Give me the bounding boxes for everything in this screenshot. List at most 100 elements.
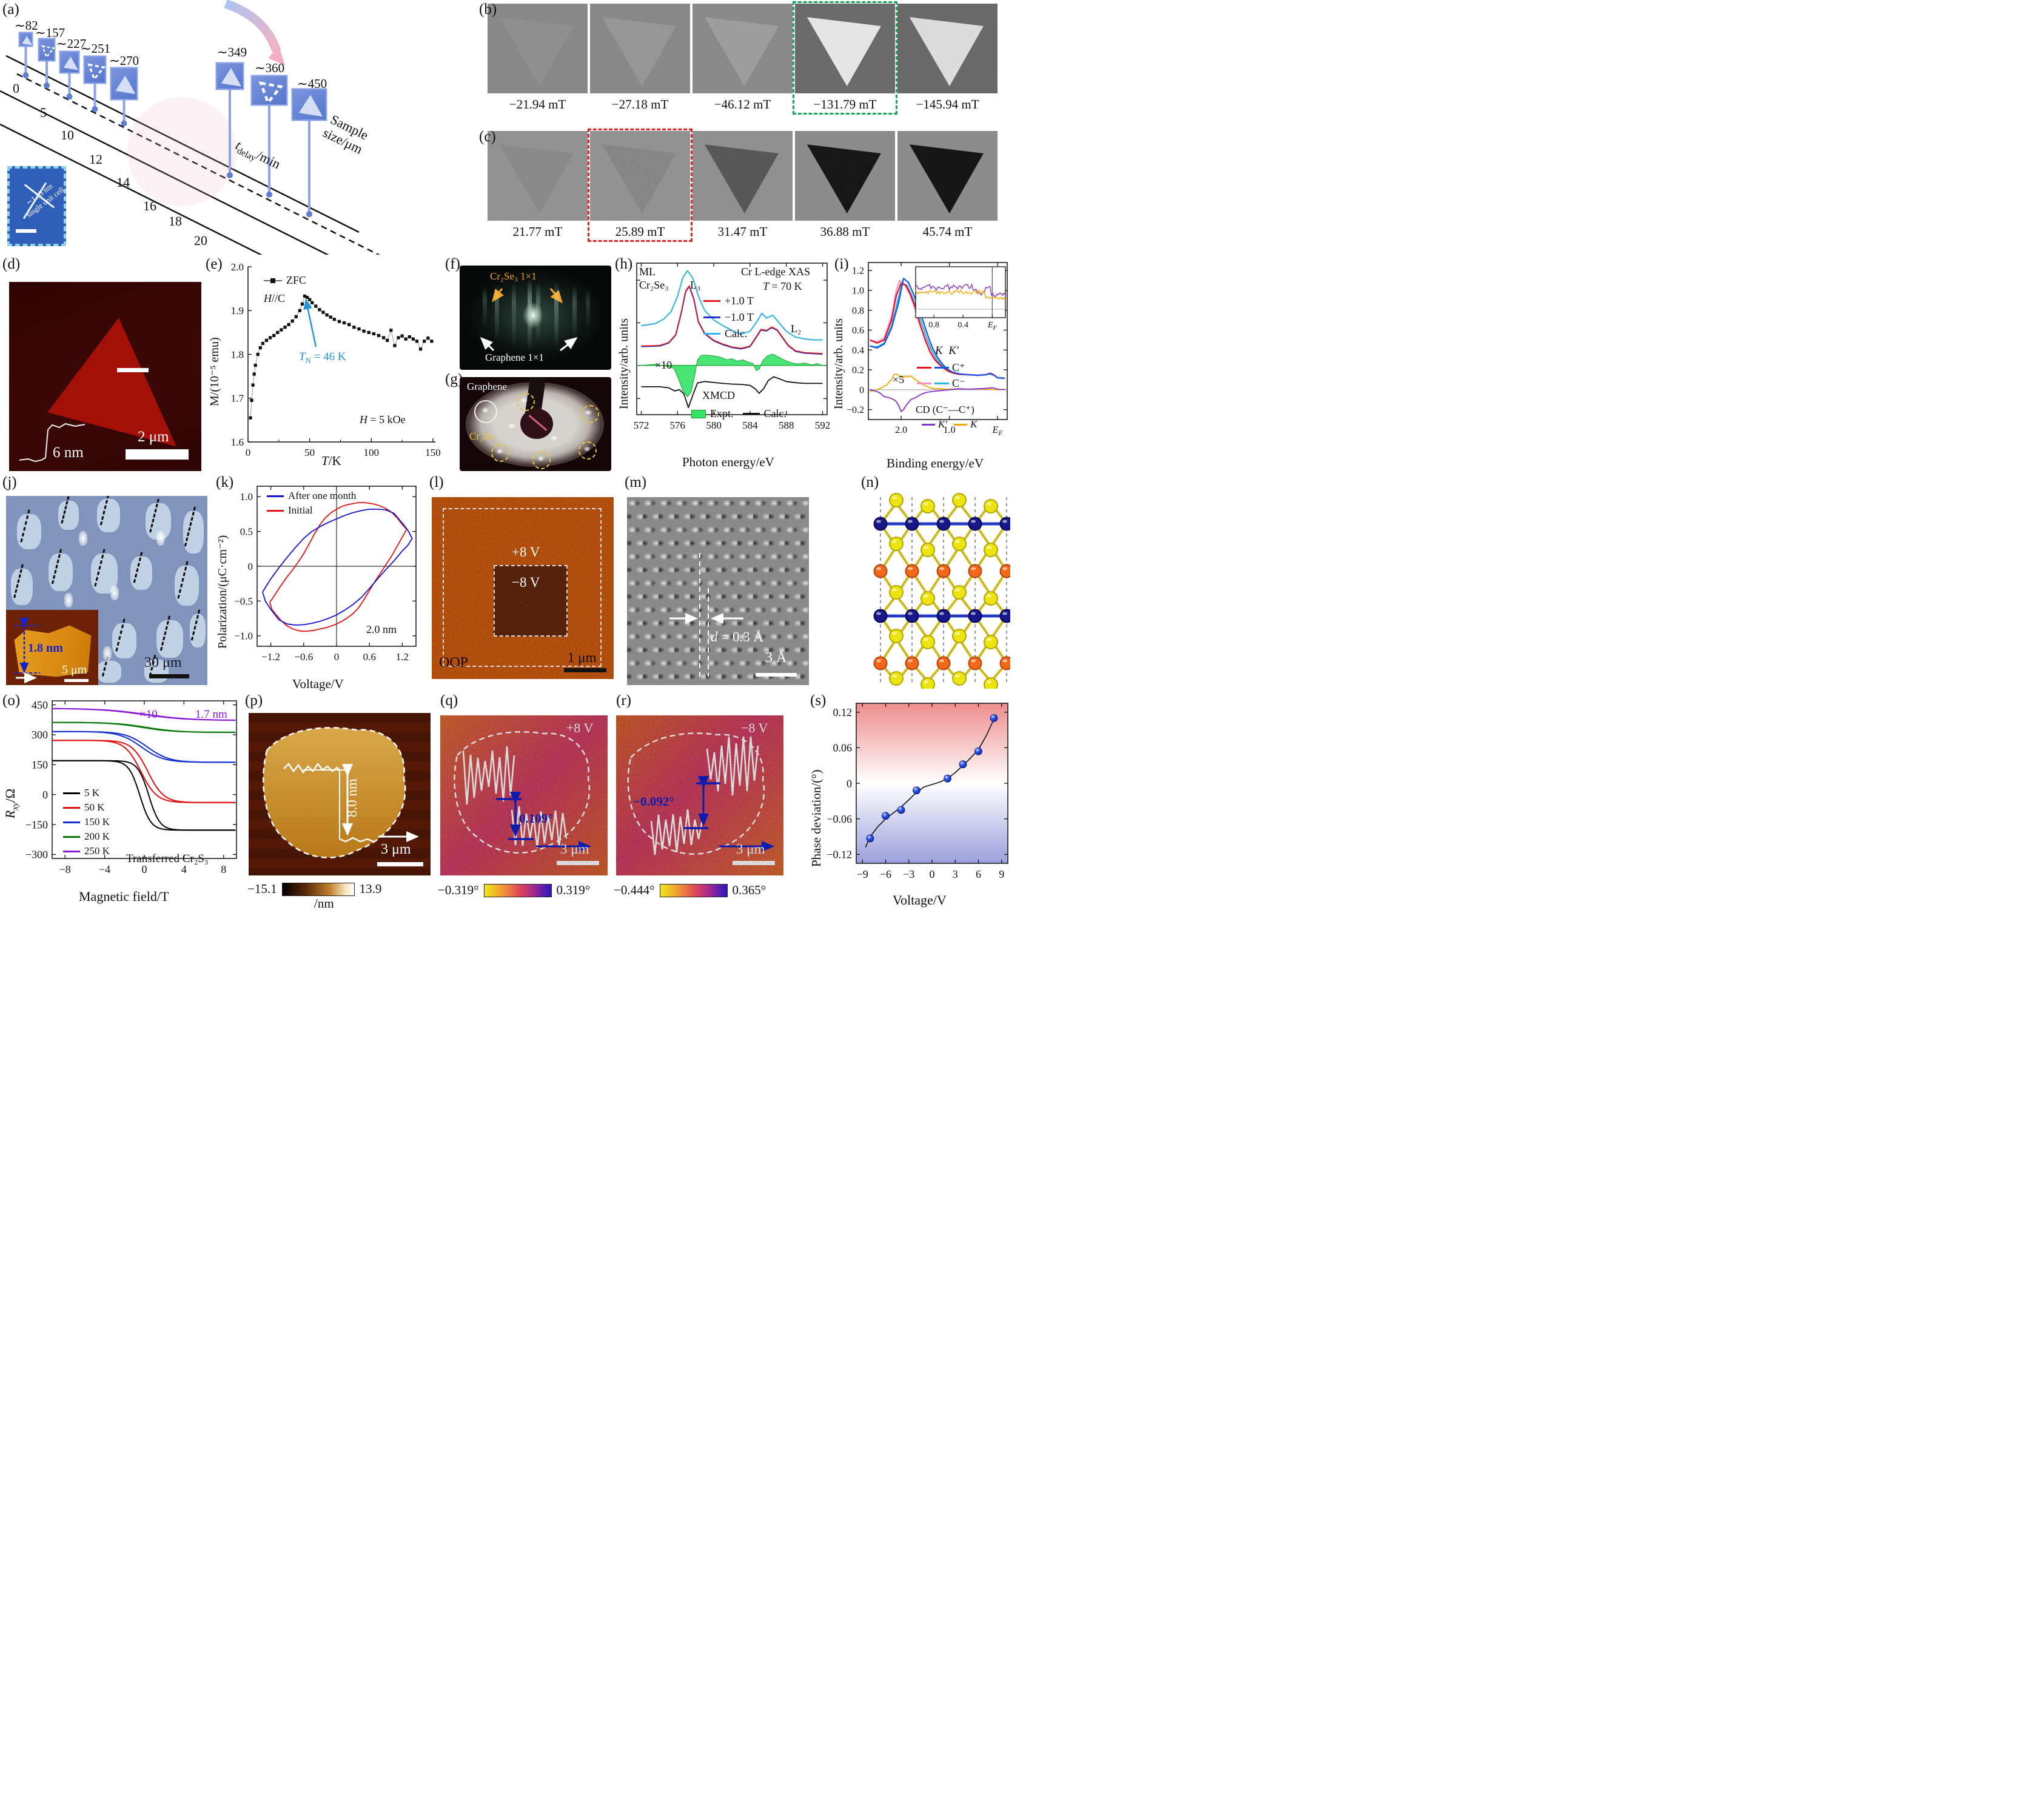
crse-flake	[144, 660, 169, 683]
rheed-streak	[536, 283, 540, 343]
panel-label-s: (s)	[810, 692, 827, 709]
svg-text:−0.2: −0.2	[847, 405, 864, 415]
svg-text:0: 0	[142, 863, 147, 875]
triangle-domain	[807, 144, 881, 214]
afm-image: 8.0 nm 3 μm	[249, 713, 431, 875]
svg-text:−9: −9	[857, 868, 868, 880]
svg-text:576: 576	[670, 420, 686, 431]
scalebar-label: 3 μm	[381, 841, 411, 857]
svg-text:150: 150	[425, 447, 441, 458]
legend-swatch	[63, 850, 80, 852]
svg-text:1.0: 1.0	[852, 286, 864, 296]
leed-crse-label: Cr₂Se₃	[469, 430, 497, 442]
o-legend: 5 K 50 K 150 K 200 K 250 K	[63, 787, 110, 860]
inset-annotations	[15, 618, 40, 683]
crse-flake	[49, 554, 73, 591]
svg-text:580: 580	[706, 420, 722, 431]
k-legend-2: Initial	[267, 504, 313, 517]
field-image-cell: −27.18 mT	[590, 4, 690, 112]
panel-label-n: (n)	[861, 474, 879, 490]
xmcd-legend: Expt. Calc.	[691, 407, 786, 420]
sample-thumbnail	[19, 32, 33, 47]
crse-flake	[130, 557, 152, 590]
svg-text:450: 450	[32, 699, 48, 711]
field-image-cell: −145.94 mT	[897, 4, 998, 112]
r-annotations	[627, 732, 774, 855]
unit-cell-text: ∼1.33 nm single unit cell	[24, 181, 65, 219]
inset-height-label: 1.8 nm	[28, 641, 63, 655]
cb-max: 13.9	[359, 882, 382, 896]
row-4: (o) Rxy/Ω −8 −4 0 4 8 450 300 150 0 −150 −300 ×10 …	[0, 691, 1014, 910]
panel-label-h: (h)	[615, 256, 633, 272]
svg-text:0: 0	[334, 651, 340, 663]
svg-text:−1.0: −1.0	[234, 631, 253, 642]
o-x10-label: ×10	[139, 708, 158, 721]
svg-text:1.8: 1.8	[231, 349, 244, 360]
svg-text:584: 584	[742, 420, 758, 431]
sample-thumbnail	[110, 67, 138, 100]
colorbar-gradient	[483, 883, 552, 897]
panel-label-d: (d)	[2, 256, 21, 272]
inset-scalebar-label: 5 μm	[62, 663, 87, 677]
panel-q-pfm-phase-plus: (q) +8 V 0.109° 3 μm −0.319°	[438, 691, 614, 910]
triangle-domain	[602, 17, 676, 87]
diffraction-spot	[508, 423, 515, 429]
valley-header: K K′	[935, 344, 959, 357]
neel-temperature: TN = 46 K	[299, 350, 346, 365]
sample-size-label: ∼450	[297, 76, 327, 91]
rheed-streak	[572, 285, 577, 341]
svg-text:−0.5: −0.5	[234, 595, 253, 607]
stem-lattice-image: d = 0.3 Å 3 Å	[627, 497, 809, 685]
rheed-streak	[483, 286, 487, 329]
o-sample-label: Transferred Cr₂S₃	[126, 852, 209, 865]
field-sweep-row-b: −21.94 mT −27.18 mT −46.12 mT −131.79 mT −14…	[488, 1, 998, 115]
triangle-domain	[704, 144, 779, 214]
panel-label-o: (o)	[2, 692, 21, 709]
panel-o-hall-chart: (o) Rxy/Ω −8 −4 0 4 8 450 300 150 0 −150 −300 ×10 …	[0, 691, 243, 910]
svg-text:0.4: 0.4	[957, 321, 968, 330]
crse-flake	[190, 614, 206, 647]
field-value-label: −46.12 mT	[714, 97, 771, 112]
h-x-axis-label: Photon energy/eV	[682, 455, 774, 469]
zfc-marker	[264, 278, 282, 283]
cd-legend: K′ K	[922, 418, 977, 430]
svg-text:−150: −150	[25, 818, 48, 831]
s-x-axis-label: Voltage/V	[893, 892, 947, 908]
scalebar	[126, 449, 189, 460]
bright-spot	[110, 586, 119, 600]
cb-min: −0.444°	[614, 883, 655, 897]
rheed-graphene-label: Graphene 1×1	[485, 352, 544, 363]
moke-image	[590, 131, 690, 221]
sample-size-label: ∼227	[56, 36, 87, 51]
field-image-cell: 45.74 mT	[897, 131, 998, 239]
svg-text:0: 0	[246, 447, 251, 458]
panel-label-g: (g)	[445, 371, 463, 387]
svg-text:300: 300	[32, 729, 48, 741]
flake-and-profile	[263, 727, 419, 858]
time-tick-label: 0	[13, 81, 19, 96]
rheed-center-glow	[523, 302, 543, 329]
moke-image	[897, 131, 998, 221]
pfm-phase-image: +8 V 0.109° 3 μm	[440, 715, 608, 875]
cb-min: −15.1	[247, 882, 277, 896]
svg-text:4: 4	[181, 863, 187, 875]
time-tick-label: 10	[61, 127, 74, 142]
svg-text:588: 588	[779, 420, 794, 431]
scalebar	[756, 673, 797, 677]
poling-voltage: +8 V	[566, 720, 594, 735]
svg-text:2.0: 2.0	[895, 425, 907, 435]
svg-text:0: 0	[847, 777, 852, 789]
panel-n-crystal-structure: (n)	[859, 473, 1014, 691]
k-x-axis-label: Voltage/V	[292, 677, 344, 691]
i-x-axis-label: Binding energy/eV	[887, 456, 984, 470]
svg-text:1.9: 1.9	[231, 305, 244, 316]
panel-j-optical-flakes: (j) 1.8 nm 5 μm 30 μm	[0, 473, 213, 691]
o-x-axis-label: Magnetic field/T	[79, 889, 169, 904]
k-thickness: 2.0 nm	[366, 623, 397, 635]
field-sweep-row-c: 21.77 mT 25.89 mT 31.47 mT 36.88 mT 45.74 mT	[488, 129, 998, 242]
moke-image	[590, 4, 690, 93]
crse-flake	[58, 501, 79, 530]
moke-image	[488, 131, 588, 221]
svg-text:0.6: 0.6	[852, 326, 864, 336]
scalebar-label: 3 Å	[765, 650, 787, 666]
